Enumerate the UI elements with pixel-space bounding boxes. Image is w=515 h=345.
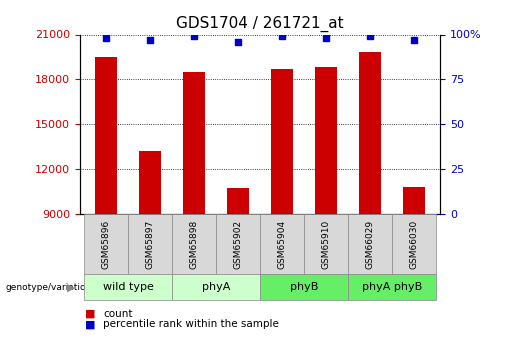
Point <box>322 35 330 41</box>
Text: ▶: ▶ <box>67 282 76 292</box>
Text: phyB: phyB <box>290 282 318 292</box>
Point <box>278 33 286 39</box>
Text: phyA phyB: phyA phyB <box>362 282 422 292</box>
Bar <box>139 151 161 214</box>
Point <box>366 33 374 39</box>
Text: GSM65896: GSM65896 <box>101 219 111 269</box>
Text: GSM66030: GSM66030 <box>409 219 419 269</box>
Bar <box>227 188 249 214</box>
Text: ■: ■ <box>85 319 95 329</box>
Bar <box>95 57 117 214</box>
Title: GDS1704 / 261721_at: GDS1704 / 261721_at <box>176 16 344 32</box>
Point <box>190 33 198 39</box>
Text: genotype/variation: genotype/variation <box>5 283 91 292</box>
Text: GSM66029: GSM66029 <box>366 219 374 269</box>
Text: GSM65910: GSM65910 <box>321 219 331 269</box>
Text: ■: ■ <box>85 309 95 319</box>
Point <box>146 37 154 43</box>
Text: count: count <box>103 309 132 319</box>
Text: GSM65902: GSM65902 <box>234 219 243 269</box>
Bar <box>403 187 425 214</box>
Text: wild type: wild type <box>103 282 153 292</box>
Bar <box>271 69 293 214</box>
Bar <box>359 52 381 214</box>
Bar <box>183 72 205 214</box>
Point <box>102 35 110 41</box>
Text: percentile rank within the sample: percentile rank within the sample <box>103 319 279 329</box>
Text: GSM65904: GSM65904 <box>278 219 286 269</box>
Text: GSM65897: GSM65897 <box>146 219 154 269</box>
Point <box>410 37 418 43</box>
Text: phyA: phyA <box>202 282 230 292</box>
Text: GSM65898: GSM65898 <box>190 219 199 269</box>
Point <box>234 39 242 45</box>
Bar <box>315 67 337 214</box>
